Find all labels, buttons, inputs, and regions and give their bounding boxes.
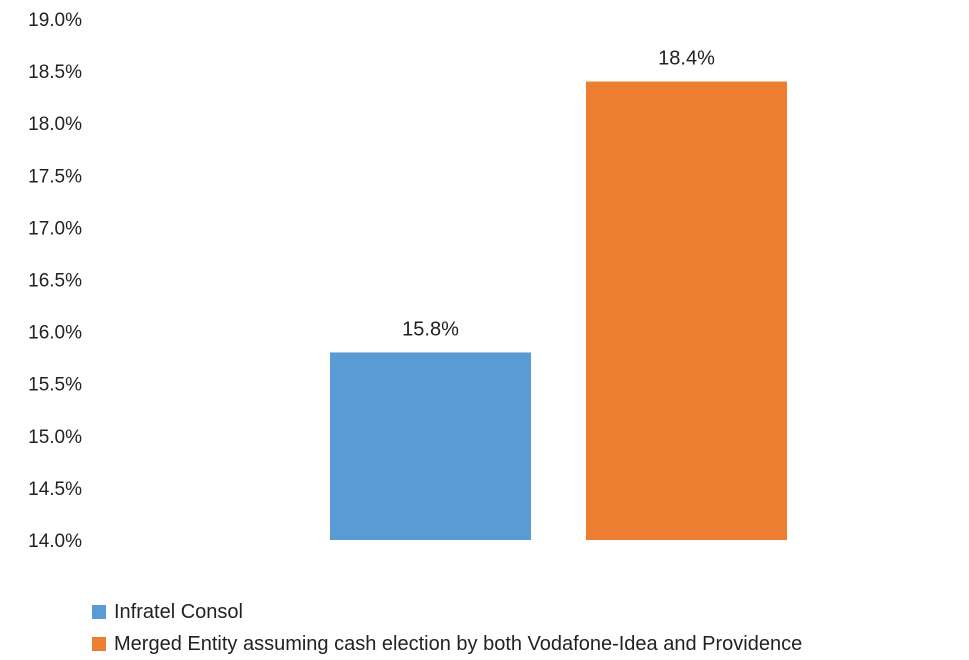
legend-label: Merged Entity assuming cash election by … <box>114 633 802 656</box>
legend-item-merged-entity: Merged Entity assuming cash election by … <box>92 628 802 660</box>
bar-value-label: 18.4% <box>658 48 715 70</box>
bar-chart: 14.0% 14.5% 15.0% 15.5% 16.0% 16.5% 17.0% 17.5%… <box>0 0 969 590</box>
legend-item-infratel-consol: Infratel Consol <box>92 596 802 628</box>
y-tick-label: 16.5% <box>28 271 82 292</box>
y-tick-label: 19.0% <box>28 10 82 31</box>
y-tick-label: 14.5% <box>28 479 82 500</box>
bar-0 <box>330 352 531 540</box>
y-tick-label: 14.0% <box>28 531 82 552</box>
legend: Infratel Consol Merged Entity assuming c… <box>92 596 802 660</box>
legend-label: Infratel Consol <box>114 601 243 624</box>
y-tick-label: 16.0% <box>28 323 82 344</box>
legend-swatch-blue <box>92 605 106 619</box>
y-tick-label: 17.5% <box>28 166 82 187</box>
bar-value-label: 15.8% <box>402 318 459 340</box>
y-tick-label: 15.5% <box>28 375 82 396</box>
legend-swatch-orange <box>92 637 106 651</box>
bar-1 <box>586 82 787 540</box>
y-tick-label: 15.0% <box>28 427 82 448</box>
y-tick-label: 18.0% <box>28 114 82 135</box>
y-tick-label: 18.5% <box>28 62 82 83</box>
y-tick-label: 17.0% <box>28 218 82 239</box>
